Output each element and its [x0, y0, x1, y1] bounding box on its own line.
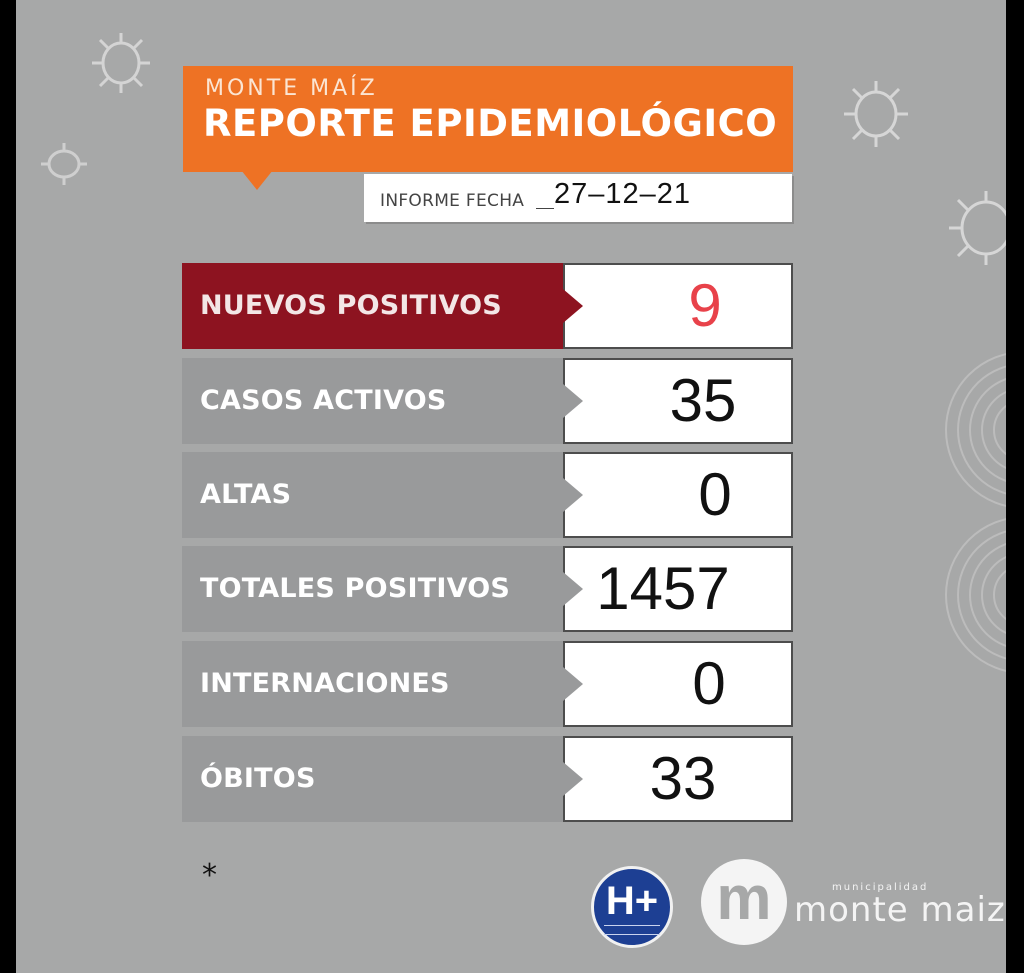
hospital-logo-mark: H+	[605, 879, 659, 923]
row-label: NUEVOS POSITIVOS	[200, 290, 502, 321]
header-tail	[241, 170, 273, 190]
date-underline	[536, 208, 554, 209]
municipality-name: monte maiz	[794, 890, 1006, 930]
municipality-small-text: municipalidad	[832, 882, 929, 893]
municipality-logo: m	[701, 859, 787, 945]
municipality-logo-mark: m	[716, 864, 772, 933]
town-name: MONTE MAÍZ	[205, 76, 378, 101]
row-label: CASOS ACTIVOS	[200, 385, 447, 416]
hospital-logo: H+	[591, 866, 673, 948]
row-value: 33	[649, 745, 717, 812]
row-value-box: 0	[563, 641, 793, 727]
row-totales-positivos: TOTALES POSITIVOS 1457	[182, 546, 794, 632]
hospital-logo-subtext-lines	[604, 925, 660, 935]
row-label: INTERNACIONES	[200, 668, 450, 699]
row-value-box: 33	[563, 736, 793, 822]
row-arrow	[563, 572, 583, 606]
row-value: 0	[698, 461, 732, 528]
row-label: ALTAS	[200, 479, 292, 510]
row-value-box: 1457	[563, 546, 793, 632]
footnote: *	[202, 858, 217, 893]
row-value-box: 35	[563, 358, 793, 444]
row-obitos: ÓBITOS 33	[182, 736, 794, 822]
row-altas: ALTAS 0	[182, 452, 794, 538]
row-value: 0	[692, 650, 726, 717]
virus-icon	[844, 81, 908, 147]
row-arrow	[563, 384, 583, 418]
report-title: REPORTE EPIDEMIOLÓGICO	[203, 102, 778, 145]
row-label: TOTALES POSITIVOS	[200, 573, 510, 604]
row-value: 35	[669, 367, 737, 434]
row-nuevos-positivos: NUEVOS POSITIVOS 9	[182, 263, 794, 349]
virus-icon	[92, 33, 150, 93]
row-label-bg	[182, 263, 582, 349]
row-label-bg	[182, 452, 582, 538]
report-date-box: INFORME FECHA 27–12–21	[364, 174, 792, 222]
row-value-box: 0	[563, 452, 793, 538]
row-arrow	[563, 289, 583, 323]
row-casos-activos: CASOS ACTIVOS 35	[182, 358, 794, 444]
row-label-bg	[182, 358, 582, 444]
report-header: MONTE MAÍZ REPORTE EPIDEMIOLÓGICO	[183, 66, 793, 172]
date-label: INFORME FECHA	[380, 191, 525, 211]
concentric-circles-decoration	[945, 353, 1006, 672]
row-arrow	[563, 667, 583, 701]
row-label-bg	[182, 641, 582, 727]
row-value-box: 9	[563, 263, 793, 349]
row-arrow	[563, 478, 583, 512]
date-value: 27–12–21	[554, 178, 692, 210]
row-value: 1457	[596, 555, 730, 622]
row-value: 9	[688, 272, 722, 339]
row-label: ÓBITOS	[200, 763, 316, 794]
row-label-bg	[182, 736, 582, 822]
virus-icon	[41, 143, 87, 185]
row-label-bg	[182, 546, 582, 632]
row-internaciones: INTERNACIONES 0	[182, 641, 794, 727]
virus-icon	[949, 191, 1006, 265]
report-poster: MONTE MAÍZ REPORTE EPIDEMIOLÓGICO INFORM…	[16, 0, 1006, 973]
row-arrow	[563, 762, 583, 796]
